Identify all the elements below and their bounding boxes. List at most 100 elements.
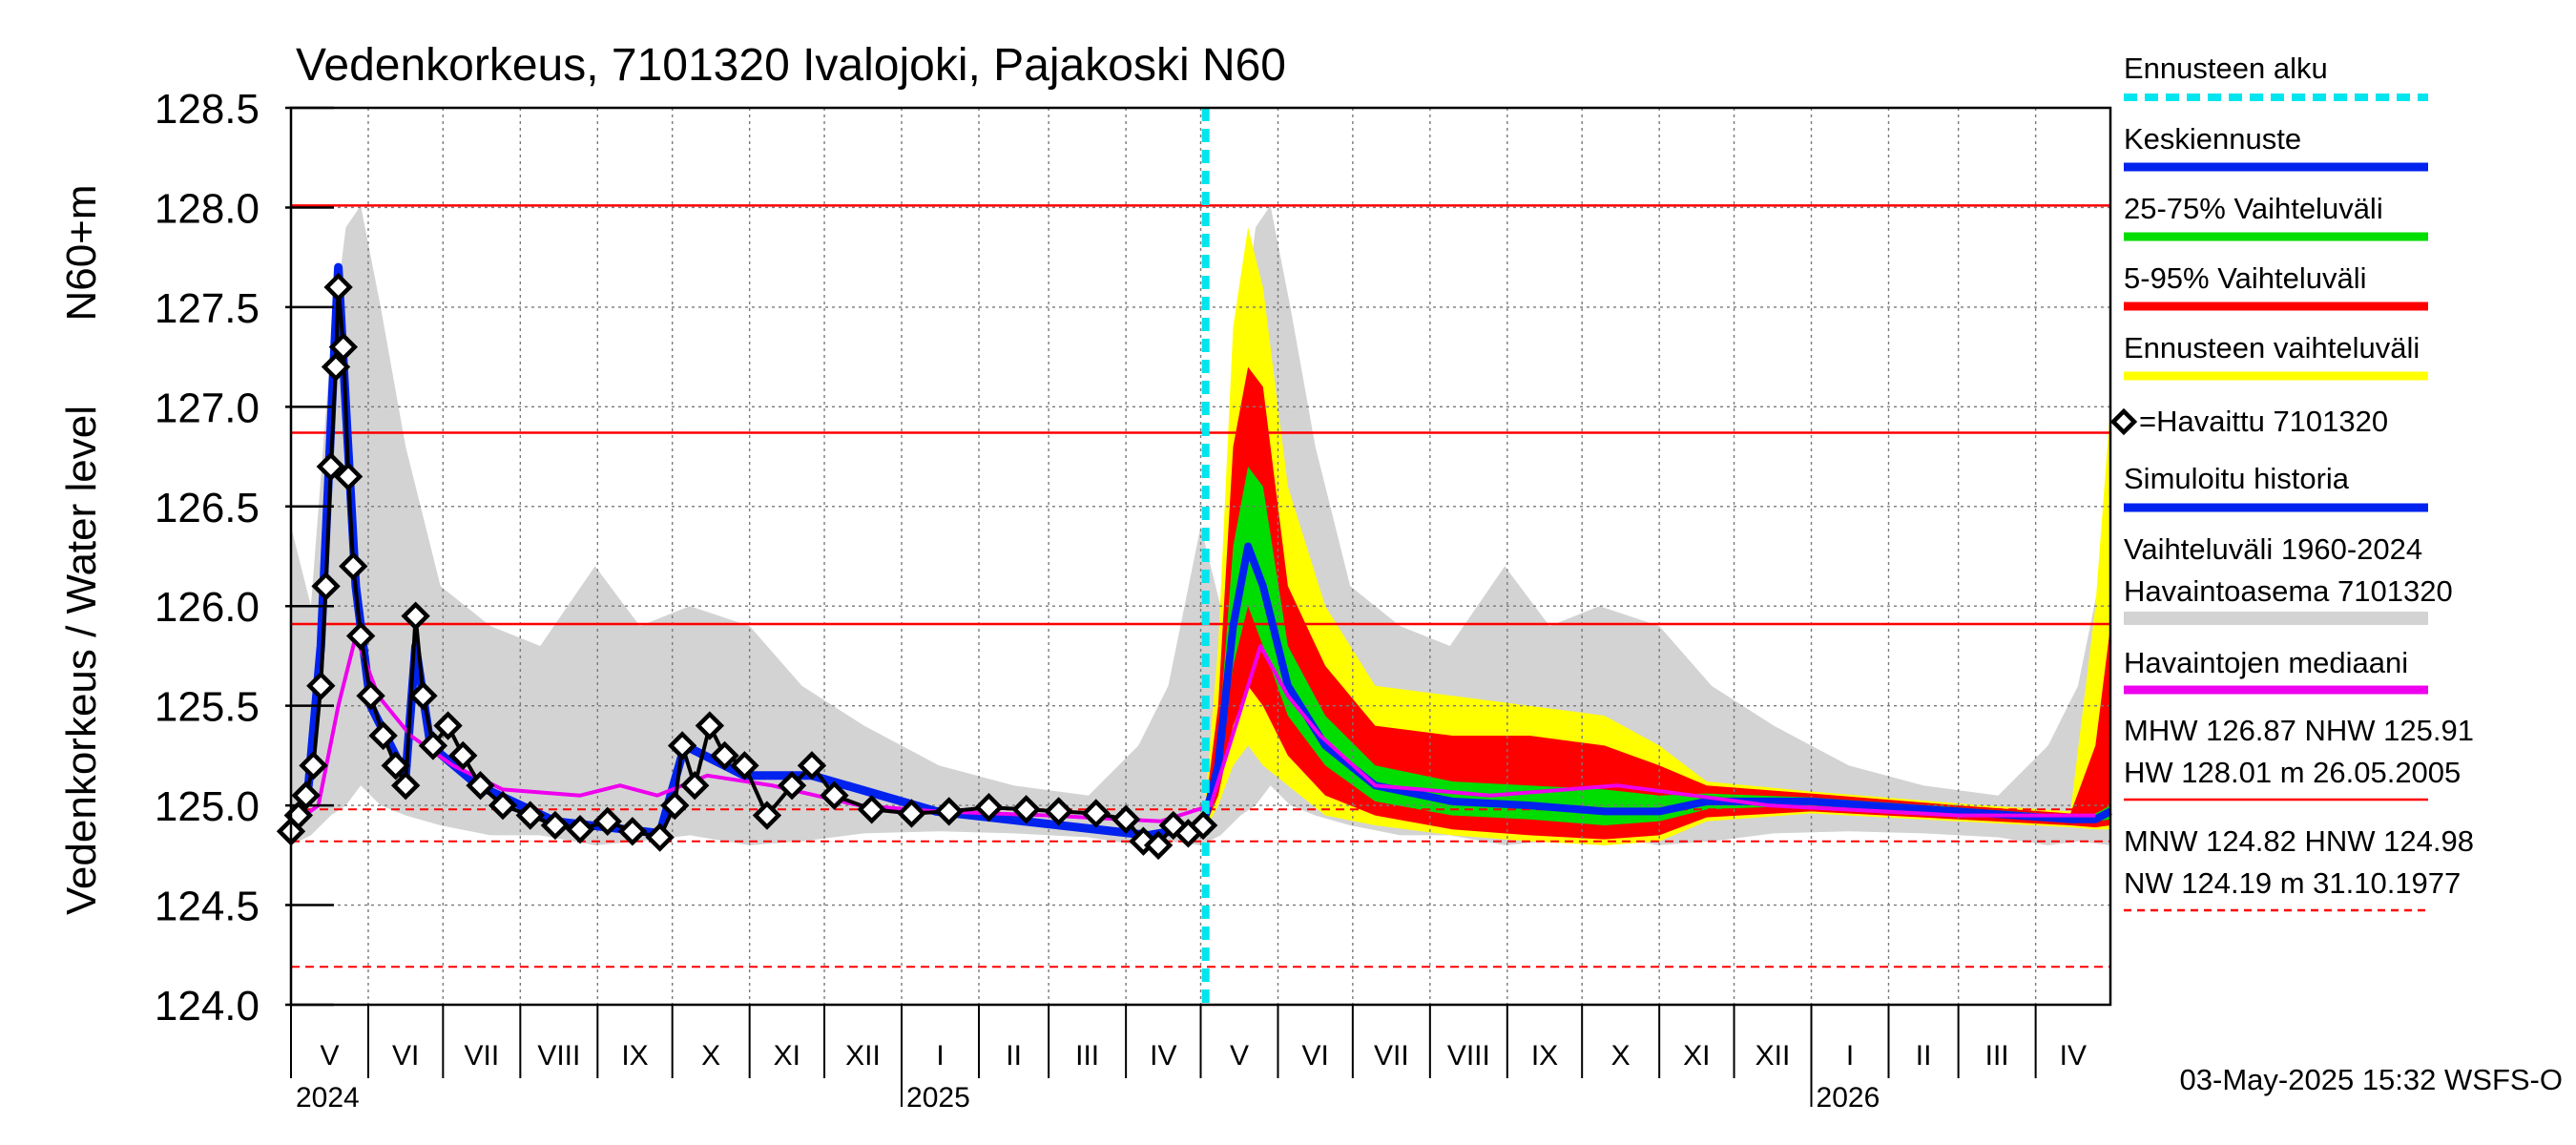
observed-point bbox=[311, 572, 341, 601]
chart-title: Vedenkorkeus, 7101320 Ivalojoki, Pajakos… bbox=[296, 40, 1286, 91]
observed-point bbox=[645, 822, 675, 852]
observed-point bbox=[934, 797, 964, 826]
observed-point bbox=[565, 814, 595, 844]
x-month-label: XII bbox=[1755, 1040, 1791, 1072]
observed-point bbox=[1188, 810, 1218, 841]
observed-point bbox=[1011, 795, 1041, 824]
legend-label: Ennusteen alku bbox=[2124, 52, 2328, 85]
observed-point bbox=[592, 806, 622, 837]
y-tick-label: 124.0 bbox=[155, 983, 260, 1030]
x-month-label: IX bbox=[1531, 1040, 1558, 1072]
observed-point bbox=[1111, 804, 1141, 834]
observed-point bbox=[381, 751, 410, 781]
observed-point bbox=[974, 793, 1004, 822]
y-tick-label: 128.0 bbox=[155, 185, 260, 232]
x-month-label: II bbox=[1916, 1040, 1932, 1072]
observed-point bbox=[752, 801, 782, 830]
observed-point bbox=[418, 731, 448, 760]
x-month-label: VII bbox=[464, 1040, 499, 1072]
x-month-label: X bbox=[701, 1040, 720, 1072]
x-month-label: V bbox=[320, 1040, 339, 1072]
x-year-label: 2025 bbox=[906, 1082, 970, 1114]
legend-label: 5-95% Vaihteluväli bbox=[2124, 261, 2366, 295]
observed-point bbox=[356, 681, 385, 711]
observed-point bbox=[695, 711, 725, 740]
observed-point bbox=[897, 799, 926, 828]
x-month-label: XI bbox=[1683, 1040, 1710, 1072]
observed-point bbox=[408, 681, 438, 711]
x-month-label: IX bbox=[621, 1040, 648, 1072]
observed-point bbox=[777, 771, 807, 801]
observed-point bbox=[368, 720, 398, 751]
footer-timestamp: 03-May-2025 15:32 WSFS-O bbox=[2180, 1063, 2563, 1096]
legend-label: 25-75% Vaihteluväli bbox=[2124, 192, 2383, 225]
y-tick-label: 125.5 bbox=[155, 684, 260, 731]
stats-line-3: MNW 124.82 HNW 124.98 bbox=[2124, 824, 2474, 858]
stats-line-2: HW 128.01 m 26.05.2005 bbox=[2124, 756, 2461, 789]
legend-label: Vaihteluväli 1960-2024 bbox=[2124, 532, 2422, 566]
observed-point bbox=[333, 462, 364, 491]
y-tick-label: 127.5 bbox=[155, 285, 260, 332]
observed-point bbox=[680, 771, 710, 801]
y-tick-label: 128.5 bbox=[155, 86, 260, 133]
stats-line-1: MHW 126.87 NHW 125.91 bbox=[2124, 714, 2474, 747]
stats-line-4: NW 124.19 m 31.10.1977 bbox=[2124, 866, 2461, 900]
y-axis-label: Vedenkorkeus / Water level bbox=[58, 406, 105, 915]
observed-point bbox=[339, 552, 368, 581]
x-month-label: II bbox=[1006, 1040, 1022, 1072]
observed-point bbox=[710, 740, 739, 771]
observed-point bbox=[323, 272, 353, 302]
x-month-label: VIII bbox=[1447, 1040, 1490, 1072]
observed-point bbox=[306, 671, 336, 700]
observed-point bbox=[433, 711, 463, 740]
legend-label: Ennusteen vaihteluväli bbox=[2124, 331, 2420, 364]
observed-point bbox=[488, 790, 518, 821]
x-month-label: III bbox=[1985, 1040, 2009, 1072]
observed-markers-layer bbox=[276, 272, 1218, 861]
x-year-label: 2026 bbox=[1817, 1082, 1880, 1114]
observed-point bbox=[328, 332, 359, 362]
observed-point bbox=[291, 781, 321, 810]
historical-range-band-2 bbox=[1200, 205, 2110, 845]
observed-median-line bbox=[289, 634, 2096, 827]
legend-observed-marker bbox=[2109, 407, 2138, 436]
x-month-label: XII bbox=[845, 1040, 881, 1072]
forecast-bands-layer bbox=[1205, 227, 2110, 845]
observed-point bbox=[515, 801, 545, 830]
x-month-label: V bbox=[1230, 1040, 1249, 1072]
x-month-label: VI bbox=[392, 1040, 419, 1072]
observed-point bbox=[797, 751, 827, 781]
statistics-panel: MHW 126.87 NHW 125.91 HW 128.01 m 26.05.… bbox=[2124, 714, 2474, 912]
observed-point bbox=[617, 817, 648, 846]
legend-label-secondary: Havaintoasema 7101320 bbox=[2124, 574, 2453, 608]
forecast-range-band bbox=[1205, 227, 2110, 845]
observed-point bbox=[448, 740, 478, 771]
x-month-label: VII bbox=[1374, 1040, 1409, 1072]
x-month-label: I bbox=[936, 1040, 944, 1072]
observed-point bbox=[660, 790, 690, 821]
observed-point bbox=[540, 810, 571, 841]
y-tick-label: 124.5 bbox=[155, 884, 260, 930]
observed-point bbox=[820, 781, 849, 810]
x-month-label: VIII bbox=[537, 1040, 580, 1072]
observed-point bbox=[1044, 797, 1073, 826]
observed-point bbox=[1143, 830, 1174, 861]
legend-label: Havaintojen mediaani bbox=[2124, 646, 2408, 679]
observed-point bbox=[466, 771, 495, 801]
observed-point bbox=[345, 621, 376, 651]
y-tick-label: 126.0 bbox=[155, 584, 260, 631]
axis-labels-layer: 128.5 128.0 127.5 127.0 126.5 126.0 125.5 125.0… bbox=[155, 86, 2087, 1114]
x-month-label: I bbox=[1846, 1040, 1854, 1072]
x-month-label: XI bbox=[774, 1040, 800, 1072]
x-month-label: IV bbox=[1150, 1040, 1176, 1072]
observed-point bbox=[316, 451, 345, 482]
observed-point bbox=[401, 601, 430, 631]
observed-point bbox=[390, 771, 421, 801]
x-month-label: VI bbox=[1301, 1040, 1328, 1072]
legend-label: =Havaittu 7101320 bbox=[2139, 405, 2388, 438]
observed-point bbox=[299, 751, 328, 781]
historical-range-layer bbox=[291, 205, 2110, 845]
x-month-label: X bbox=[1611, 1040, 1631, 1072]
observed-point bbox=[321, 352, 351, 382]
